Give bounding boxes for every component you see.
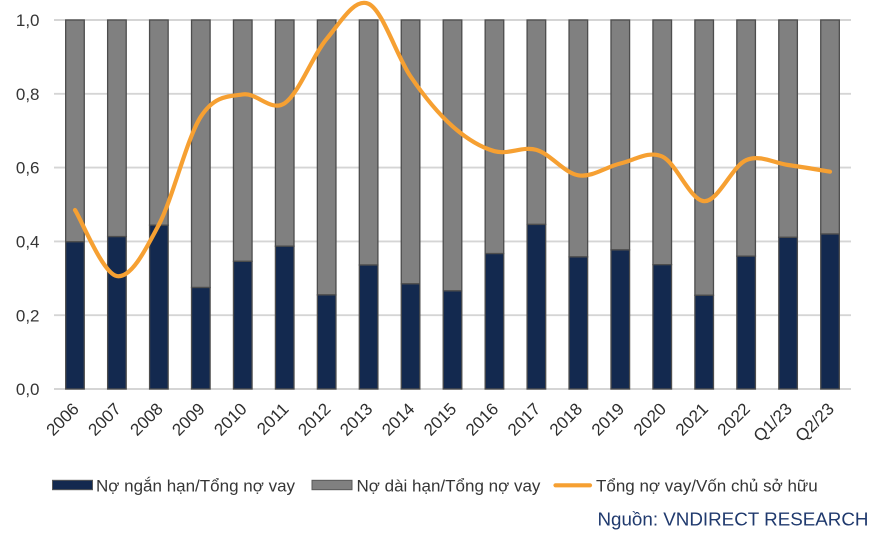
svg-text:0,6: 0,6	[16, 159, 40, 178]
svg-text:0,4: 0,4	[16, 233, 40, 252]
svg-text:0,2: 0,2	[16, 306, 40, 325]
svg-text:Nợ ngắn hạn/Tổng nợ vay: Nợ ngắn hạn/Tổng nợ vay	[96, 477, 296, 496]
svg-text:0,0: 0,0	[16, 380, 40, 399]
svg-text:Tổng nợ vay/Vốn chủ sở hữu: Tổng nợ vay/Vốn chủ sở hữu	[596, 477, 818, 496]
svg-text:1,0: 1,0	[16, 11, 40, 30]
svg-text:0,8: 0,8	[16, 85, 40, 104]
svg-text:Nợ dài hạn/Tổng nợ vay: Nợ dài hạn/Tổng nợ vay	[357, 477, 541, 496]
svg-text:Nguồn: VNDIRECT RESEARCH: Nguồn: VNDIRECT RESEARCH	[597, 509, 868, 530]
